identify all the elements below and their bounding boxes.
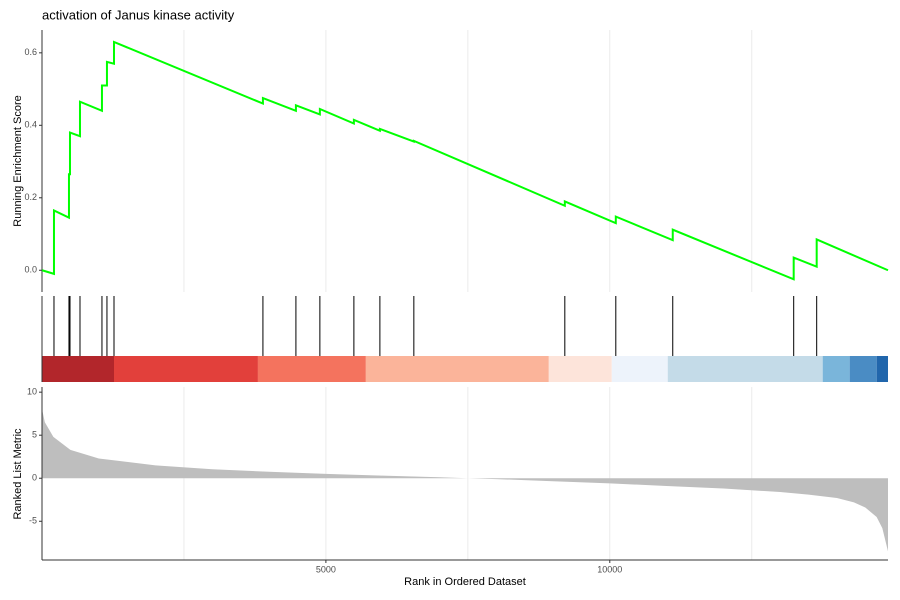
y-tick-label: 0.2 bbox=[24, 192, 37, 202]
y-tick-label: 0.6 bbox=[24, 47, 37, 57]
rank-band bbox=[611, 356, 668, 382]
ranked-metric-area bbox=[42, 409, 889, 552]
y-tick-label: 0 bbox=[32, 473, 37, 483]
y-tick-label: 5 bbox=[32, 430, 37, 440]
rank-band bbox=[849, 356, 877, 382]
rank-band bbox=[42, 356, 114, 382]
rank-band bbox=[113, 356, 258, 382]
y-axis-title: Running Enrichment Score bbox=[12, 95, 24, 226]
rank-band bbox=[365, 356, 549, 382]
y-tick-label: -5 bbox=[29, 516, 37, 526]
x-axis-title: Rank in Ordered Dataset bbox=[404, 576, 526, 588]
y-tick-label: 10 bbox=[27, 387, 37, 397]
y-tick-label: 0.4 bbox=[24, 120, 37, 130]
rank-band bbox=[876, 356, 888, 382]
running-score-line bbox=[41, 40, 889, 281]
rank-band bbox=[822, 356, 850, 382]
rank-band bbox=[667, 356, 823, 382]
rank-band bbox=[548, 356, 612, 382]
y-tick-label: 0.0 bbox=[24, 265, 37, 275]
chart-title: activation of Janus kinase activity bbox=[42, 7, 235, 22]
x-tick-label: 10000 bbox=[597, 564, 622, 574]
x-tick-label: 5000 bbox=[316, 564, 336, 574]
y-axis-title: Ranked List Metric bbox=[12, 428, 24, 520]
rank-band bbox=[257, 356, 366, 382]
